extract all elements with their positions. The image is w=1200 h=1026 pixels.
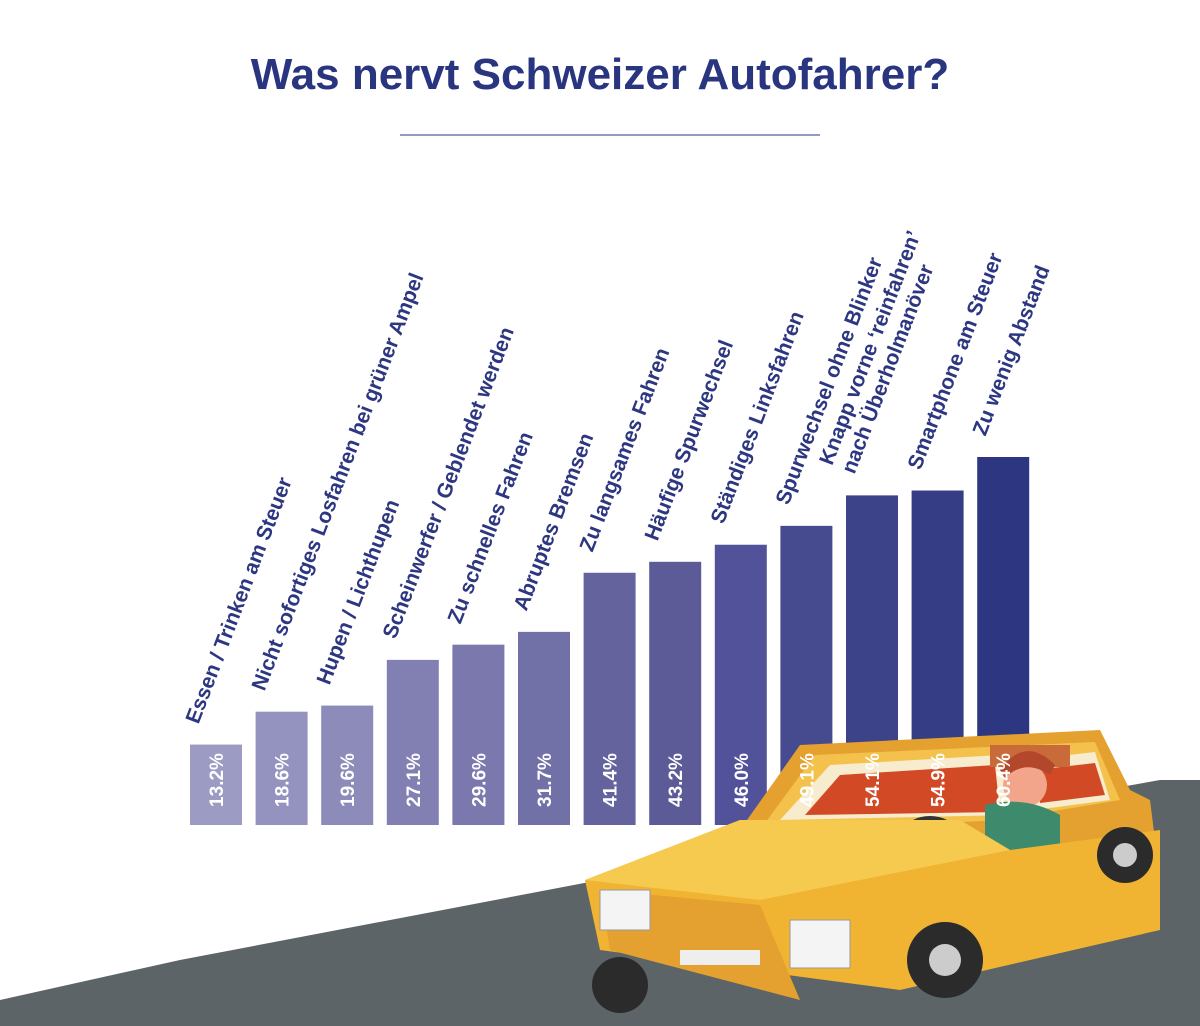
value-label: 54.1% xyxy=(863,753,884,807)
bar xyxy=(452,644,505,825)
bar xyxy=(386,659,439,825)
bar xyxy=(321,705,374,825)
value-label: 29.6% xyxy=(469,753,490,807)
bar xyxy=(649,561,702,825)
value-labels: 13.2% 18.6% 19.6% 27.1% 29.6% 31.7% 41.4% 43.2%… xyxy=(207,753,1015,807)
chart-title: Was nervt Schweizer Autofahrer? xyxy=(250,50,950,99)
value-label: 18.6% xyxy=(273,753,294,807)
bars xyxy=(190,457,1030,825)
value-label: 60.4% xyxy=(994,753,1015,807)
bar xyxy=(714,544,767,825)
value-label: 49.1% xyxy=(797,753,818,807)
bar xyxy=(255,711,308,825)
value-label: 19.6% xyxy=(338,753,359,807)
value-label: 54.9% xyxy=(929,753,950,807)
car xyxy=(585,730,1160,1013)
value-label: 46.0% xyxy=(732,753,753,807)
bar xyxy=(583,572,636,825)
value-label: 27.1% xyxy=(404,753,425,807)
value-label: 31.7% xyxy=(535,753,556,807)
value-label: 43.2% xyxy=(666,753,687,807)
bar xyxy=(518,631,570,825)
value-label: 13.2% xyxy=(207,753,228,807)
bar xyxy=(190,744,242,825)
value-label: 41.4% xyxy=(601,753,622,807)
